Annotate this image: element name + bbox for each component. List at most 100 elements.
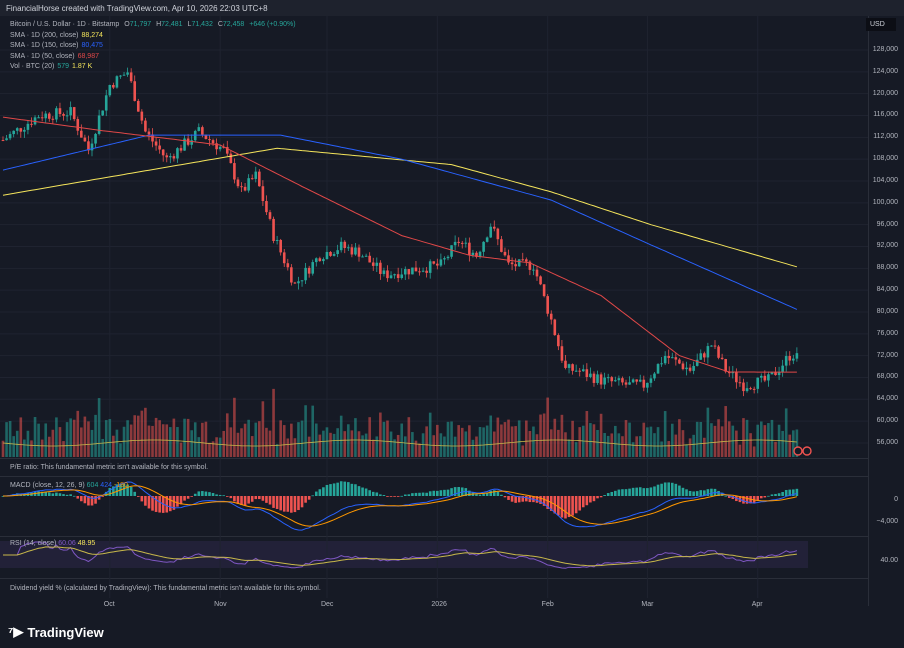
volume-bar — [286, 438, 290, 457]
volume-bar — [418, 443, 421, 457]
candle-body — [585, 369, 589, 377]
volume-bar — [115, 429, 119, 457]
macd-histogram-bar — [386, 496, 389, 497]
pe-ratio-note: P/E ratio: This fundamental metric isn't… — [10, 464, 209, 471]
rsi-ma-line — [3, 546, 797, 567]
volume-bar — [72, 419, 76, 457]
macd-histogram-bar — [414, 492, 418, 496]
candle-body — [403, 269, 407, 275]
volume-bar — [784, 408, 788, 457]
macd-histogram-bar — [606, 493, 610, 496]
volume-bar — [30, 440, 33, 457]
macd-histogram-bar — [80, 496, 83, 502]
macd-histogram-bar — [147, 496, 151, 509]
candle-body — [414, 267, 418, 272]
macd-signal-value: -180 — [113, 482, 128, 489]
macd-line-value: 424 — [100, 482, 112, 489]
volume-bar — [300, 420, 304, 457]
volume-bar — [471, 439, 475, 457]
macd-histogram-bar — [154, 496, 158, 512]
macd-histogram-bar — [560, 496, 564, 518]
macd-histogram-bar — [169, 496, 172, 512]
candle-body — [649, 378, 653, 383]
volume-bar — [101, 438, 104, 457]
candle-body — [468, 242, 471, 256]
candle-body — [193, 130, 197, 141]
volume-bar — [546, 397, 549, 457]
sma200-value: 88,274 — [81, 31, 103, 39]
volume-bar — [97, 398, 101, 457]
candle-body — [432, 261, 436, 264]
candle-body — [514, 264, 517, 267]
volume-bar — [229, 427, 233, 457]
volume-bar — [478, 427, 482, 457]
candle-body — [190, 140, 193, 145]
high-value: 72,481 — [161, 21, 183, 28]
volume-bar — [599, 413, 603, 457]
candle-body — [621, 378, 624, 383]
volume-bar — [69, 418, 72, 457]
candle-body — [247, 178, 250, 191]
candle-body — [282, 252, 286, 264]
price-tick: 96,000 — [876, 220, 898, 228]
candle-body — [225, 147, 229, 154]
volume-bar — [151, 425, 154, 457]
macd-histogram-bar — [336, 482, 339, 496]
macd-tick-neg: −4,000 — [876, 518, 898, 525]
macd-histogram-bar — [115, 484, 119, 496]
macd-histogram-bar — [112, 486, 115, 496]
macd-histogram-bar — [525, 496, 528, 502]
macd-histogram-bar — [699, 490, 703, 496]
macd-histogram-bar — [108, 487, 112, 496]
candle-body — [695, 359, 699, 366]
macd-histogram-bar — [136, 496, 140, 497]
candle-body — [624, 382, 628, 385]
macd-histogram-bar — [368, 490, 371, 496]
macd-histogram-bar — [439, 490, 443, 496]
volume-bar — [774, 441, 777, 457]
volume-bar — [699, 421, 703, 457]
candle-body — [357, 247, 361, 257]
price-axis[interactable]: 0 −4,000 40.00 128,000 124,000 120,000 116,… — [868, 16, 904, 606]
macd-histogram-bar — [218, 494, 222, 496]
volume-bar — [770, 419, 774, 457]
macd-histogram-bar — [354, 484, 357, 496]
volume-bar — [403, 436, 407, 457]
volume-bar — [382, 421, 386, 457]
macd-histogram-bar — [396, 496, 400, 497]
candle-body — [606, 377, 610, 379]
candle-body — [599, 374, 603, 385]
candle-body — [258, 171, 261, 187]
volume-bar — [638, 436, 642, 457]
candle-body — [161, 149, 165, 156]
candle-body — [8, 134, 12, 139]
candle-body — [535, 269, 539, 277]
candle-body — [443, 258, 446, 260]
macd-histogram-bar — [500, 494, 503, 496]
volume-bar — [236, 432, 240, 457]
candle-body — [411, 267, 414, 275]
macd-histogram-bar — [389, 496, 393, 497]
macd-histogram-bar — [411, 493, 414, 496]
candle-body — [749, 388, 752, 390]
volume-bar — [681, 430, 685, 457]
macd-histogram-bar — [104, 491, 108, 496]
macd-histogram-bar — [222, 495, 226, 497]
macd-histogram-bar — [507, 496, 510, 500]
candle-body — [339, 241, 343, 251]
candle-body — [539, 276, 542, 285]
volume-bar — [254, 422, 258, 457]
candle-body — [610, 377, 614, 382]
macd-histogram-bar — [90, 496, 94, 506]
price-chart[interactable] — [0, 0, 868, 620]
macd-histogram-bar — [65, 494, 69, 496]
volume-bar — [428, 412, 432, 457]
macd-histogram-bar — [126, 484, 129, 496]
tradingview-logo[interactable]: ⁷▶ TradingView — [8, 624, 104, 640]
volume-bar — [208, 442, 211, 457]
macd-histogram-bar — [47, 492, 51, 496]
volume-bar — [571, 420, 574, 457]
macd-histogram-bar — [631, 487, 635, 496]
macd-histogram-bar — [681, 487, 685, 496]
currency-badge[interactable]: USD — [866, 18, 896, 31]
